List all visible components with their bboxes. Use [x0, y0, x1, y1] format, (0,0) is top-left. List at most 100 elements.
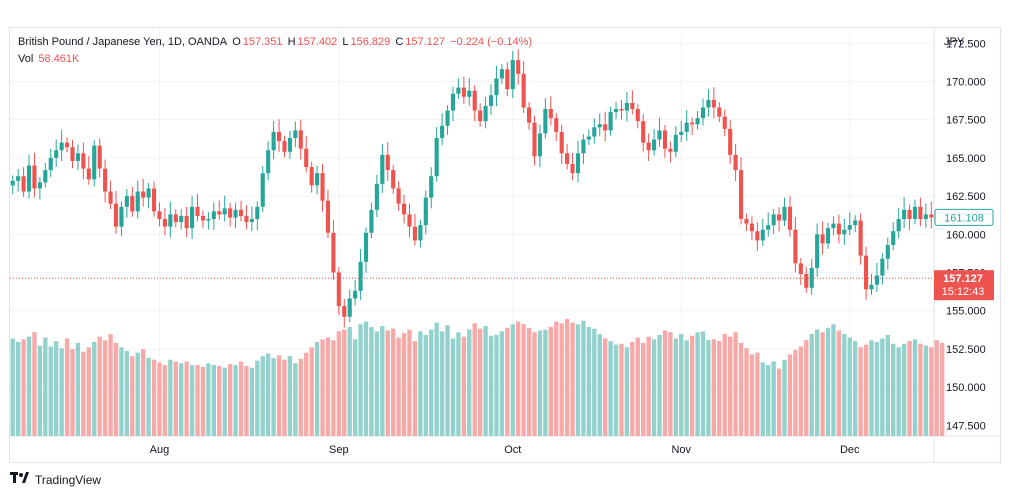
candle-body — [793, 229, 798, 264]
volume-bar — [657, 334, 662, 436]
volume-bar — [211, 365, 216, 436]
candle-body — [401, 203, 407, 215]
candle-body — [75, 153, 81, 161]
volume-bar — [222, 367, 227, 436]
candle-body — [679, 131, 684, 135]
candle-body — [467, 90, 472, 97]
x-tick-label: Dec — [840, 444, 860, 456]
volume-bar — [586, 326, 592, 436]
volume-bar — [10, 338, 15, 436]
candle-body — [902, 209, 907, 220]
volume-bar — [907, 341, 912, 436]
candle-body — [717, 107, 722, 117]
candle-body — [130, 196, 135, 212]
candle-body — [575, 153, 581, 174]
candle-body — [706, 99, 711, 108]
volume-bar — [635, 337, 640, 436]
candle-body — [885, 244, 890, 259]
volume-bar — [575, 324, 581, 436]
volume-bar — [608, 341, 613, 436]
volume-bar — [21, 339, 26, 436]
volume-bar — [853, 341, 858, 436]
candle-body — [646, 142, 651, 151]
volume-bar — [15, 341, 21, 436]
volume-bar — [429, 329, 434, 436]
volume-label: Vol — [18, 53, 34, 65]
volume-bar — [260, 356, 265, 436]
candle-body — [700, 107, 706, 119]
candle-body — [445, 110, 450, 126]
volume-bar — [722, 334, 727, 436]
candle-body — [276, 131, 282, 142]
volume-bar — [684, 340, 689, 436]
candle-body — [151, 188, 157, 212]
candle-body — [54, 150, 59, 158]
volume-bar — [554, 321, 559, 436]
candle-body — [108, 191, 113, 204]
candle-body — [320, 173, 325, 201]
volume-bar — [233, 365, 238, 436]
candle-body — [342, 306, 347, 317]
candle-body — [173, 214, 178, 223]
volume-bar — [140, 349, 146, 436]
volume-bar — [842, 334, 847, 436]
volume-bar — [537, 330, 543, 436]
candle-body — [684, 122, 689, 132]
volume-bar — [673, 338, 678, 436]
candle-body — [211, 211, 216, 220]
candle-body — [162, 219, 167, 227]
high-value: 157.402 — [297, 36, 338, 48]
volume-bar — [184, 361, 189, 436]
candle-body — [690, 122, 695, 125]
volume-bar — [939, 342, 945, 436]
volume-bar — [700, 331, 706, 436]
candle-body — [434, 138, 439, 177]
x-tick-label: Sep — [329, 444, 349, 456]
candle-body — [597, 124, 602, 128]
volume-bar — [179, 363, 184, 436]
chart-frame[interactable] — [9, 27, 1001, 463]
candle-body — [815, 234, 820, 268]
price-marker-label: 161.108 — [944, 212, 984, 224]
volume-bar — [858, 347, 863, 436]
candle-body — [298, 130, 303, 149]
volume-bar — [385, 330, 390, 436]
candle-body — [662, 130, 668, 149]
candle-body — [222, 208, 227, 215]
y-tick-label: 160.000 — [946, 229, 986, 241]
candle-body — [282, 141, 287, 152]
candle-body — [782, 206, 787, 221]
candle-body — [494, 78, 499, 96]
volume-bar — [755, 352, 760, 436]
volume-bar — [276, 355, 282, 436]
volume-bar — [195, 365, 200, 436]
legend-ohlc: British Pound / Japanese Yen, 1D, OANDA … — [18, 36, 534, 48]
candle-body — [271, 131, 276, 151]
brand[interactable]: TradingView — [10, 472, 101, 487]
candle-body — [325, 200, 331, 233]
open-label: O — [232, 36, 241, 48]
volume-bar — [342, 329, 347, 436]
candle-body — [673, 134, 678, 152]
volume-bar — [581, 320, 586, 436]
candle-body — [81, 153, 86, 169]
candle-body — [668, 148, 673, 152]
candle-body — [771, 214, 776, 226]
candle-body — [179, 215, 184, 223]
candle-body — [331, 232, 336, 273]
candle-body — [766, 225, 771, 230]
candle-body — [124, 196, 129, 207]
candle-body — [777, 214, 782, 221]
close-value: 157.127 — [405, 36, 446, 48]
candle-body — [733, 154, 738, 171]
candle-body — [929, 214, 934, 218]
candle-body — [304, 148, 309, 168]
candle-body — [347, 298, 352, 317]
volume-bar — [771, 361, 776, 436]
volume-bar — [532, 332, 537, 436]
volume-bar — [168, 359, 173, 436]
close-label: C — [395, 36, 404, 48]
y-tick-label: 165.000 — [946, 153, 986, 165]
volume-bar — [434, 322, 439, 436]
